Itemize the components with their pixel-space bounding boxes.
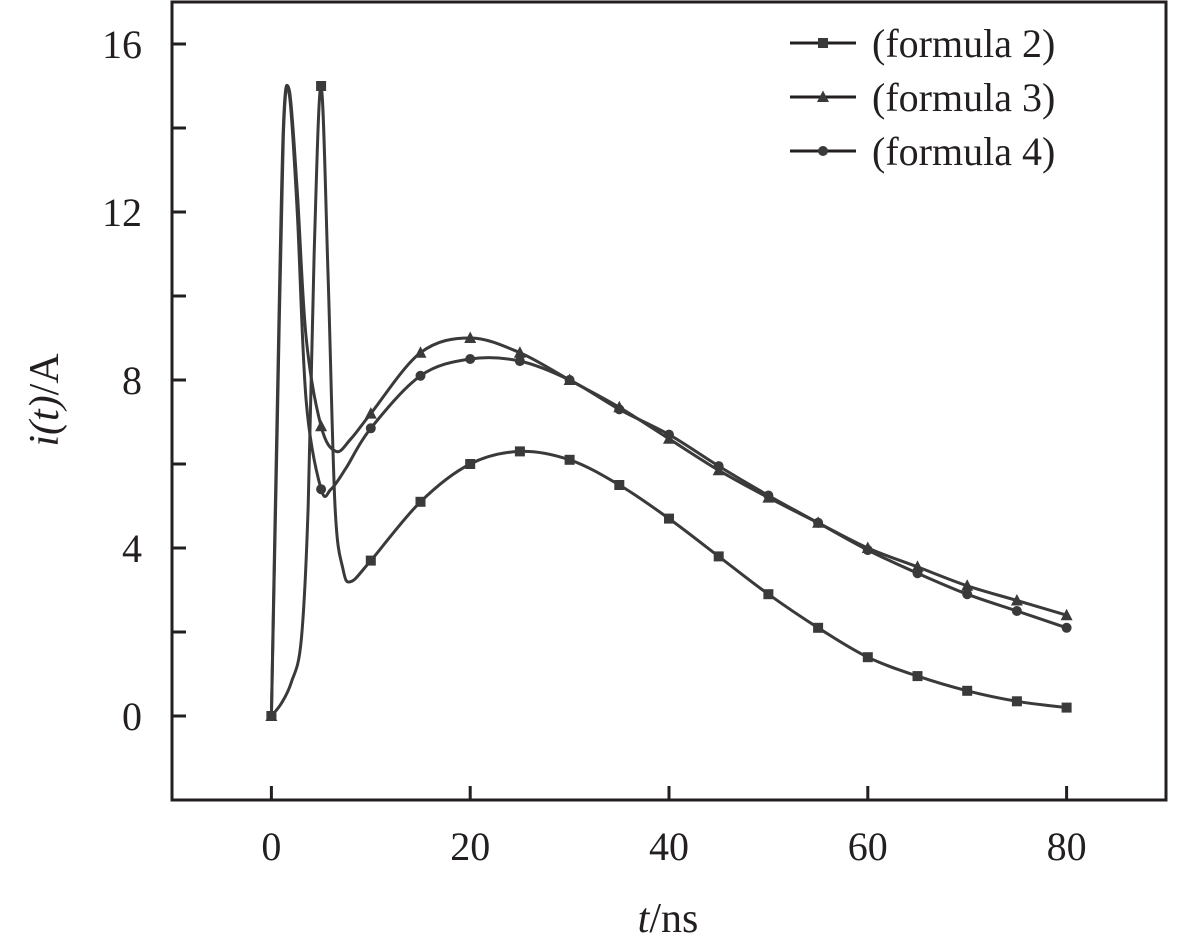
data-point-circle — [912, 568, 923, 579]
y-tick-label: 12 — [102, 190, 142, 235]
data-point-circle — [1011, 606, 1022, 616]
data-point-square — [713, 551, 724, 562]
data-point-circle — [514, 356, 525, 367]
data-point-square — [1011, 696, 1022, 707]
legend-triangle-icon — [817, 90, 829, 102]
y-axis-label: i(t)/A — [22, 353, 68, 447]
x-tick-label: 40 — [649, 824, 689, 869]
data-point-circle — [862, 545, 873, 556]
data-point-triangle — [911, 560, 924, 572]
data-point-circle — [465, 354, 476, 364]
data-point-circle — [664, 429, 674, 440]
data-point-circle — [614, 404, 625, 415]
data-point-square — [1061, 702, 1072, 713]
data-point-square — [962, 685, 973, 696]
x-axis-label: t/ns — [638, 896, 699, 942]
legend-label: (formula 3) — [872, 75, 1055, 120]
data-point-circle — [266, 711, 277, 721]
data-point-triangle — [513, 346, 526, 358]
data-point-square — [862, 652, 873, 663]
data-point-circle — [415, 370, 426, 381]
series-line-3 — [269, 84, 1068, 717]
data-point-square — [614, 480, 625, 490]
data-point-square — [763, 589, 774, 600]
y-tick-label: 0 — [122, 694, 142, 739]
legend-label: (formula 4) — [872, 129, 1055, 174]
data-point-square — [316, 81, 327, 91]
data-point-square — [514, 446, 525, 457]
x-tick-label: 60 — [848, 824, 888, 869]
data-point-square — [465, 459, 476, 469]
x-tick-label: 80 — [1047, 824, 1087, 869]
data-point-circle — [365, 423, 376, 434]
data-point-triangle — [961, 579, 974, 591]
data-point-triangle — [1010, 594, 1023, 606]
data-point-circle — [763, 490, 774, 501]
data-point-square — [813, 622, 824, 633]
y-tick-label: 16 — [102, 22, 142, 67]
legend-circle-icon — [818, 146, 828, 156]
legend: (formula 2) (formula 3) (formula 4) — [790, 21, 1055, 174]
data-point-circle — [713, 461, 724, 472]
y-tick-label: 8 — [122, 358, 142, 403]
data-point-square — [365, 555, 376, 566]
legend-label: (formula 2) — [872, 21, 1055, 66]
series-line-2 — [270, 84, 1067, 717]
x-tick-label: 0 — [261, 824, 281, 869]
x-tick-label: 20 — [450, 824, 490, 869]
legend-square-icon — [818, 38, 828, 48]
data-point-circle — [813, 517, 824, 528]
plot-frame — [170, 0, 1168, 802]
data-point-square — [664, 513, 674, 524]
data-point-circle — [316, 484, 327, 495]
data-point-square — [415, 496, 426, 507]
series-markers — [265, 81, 1073, 721]
data-point-circle — [962, 589, 973, 600]
y-tick-label: 4 — [122, 526, 142, 571]
data-point-square — [912, 671, 923, 682]
series-lines — [269, 84, 1068, 717]
data-point-triangle — [1060, 608, 1073, 621]
data-point-triangle — [414, 346, 427, 358]
data-point-triangle — [464, 331, 477, 343]
data-point-square — [564, 454, 575, 465]
axis-ticks: 0 20 40 60 80 0 4 8 12 16 — [102, 22, 1087, 869]
data-point-circle — [1061, 622, 1072, 633]
series-line-4 — [269, 84, 1068, 717]
data-point-triangle — [364, 407, 377, 419]
data-point-triangle — [315, 419, 328, 432]
data-point-circle — [564, 375, 575, 385]
